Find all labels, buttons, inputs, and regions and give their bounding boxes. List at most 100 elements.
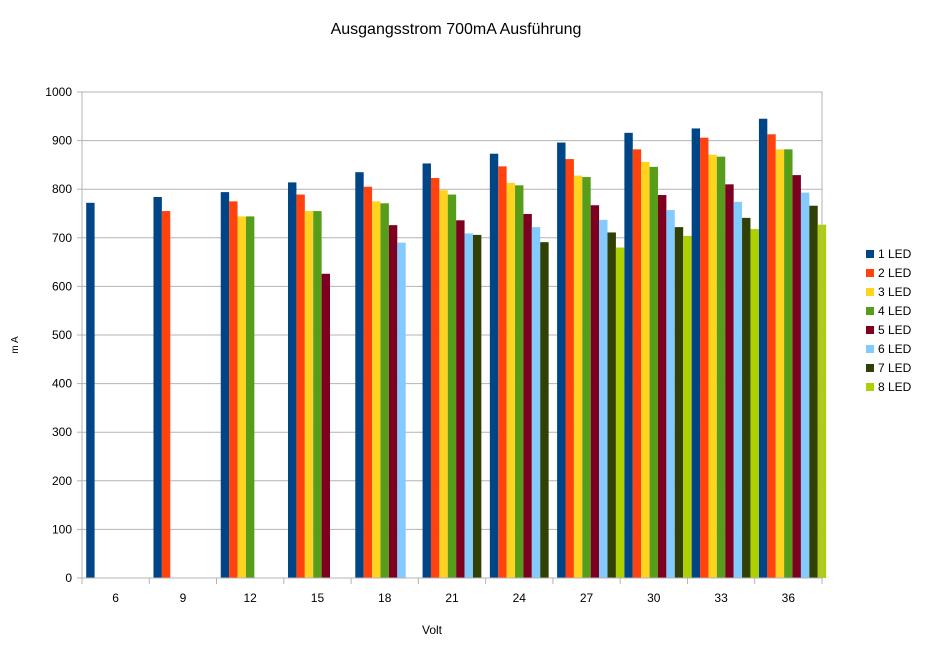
bar [86,202,95,579]
y-tick-label: 1000 [45,85,72,99]
bar [708,154,717,578]
bar [161,211,171,578]
bar [456,220,465,578]
y-tick-label: 300 [52,425,72,439]
bar [792,175,801,578]
bar [489,153,499,579]
legend-swatch [866,364,874,372]
bar [304,211,314,578]
x-tick-labels: 6 9 12 15 18 21 24 27 30 33 36 [112,591,795,605]
bar [245,216,255,578]
bar [683,235,692,578]
bar [506,182,516,578]
bar [809,205,818,578]
bar [355,172,364,578]
bar [632,149,642,578]
bar [565,159,574,578]
bar [649,166,658,578]
bar [758,118,768,578]
bar [607,232,616,579]
bar [313,211,322,578]
bar [657,195,667,579]
bar [363,186,373,578]
y-tick-label: 0 [65,571,72,585]
bar [641,161,650,578]
x-axis-label: Volt [422,623,443,637]
y-tick-label: 600 [52,279,72,293]
bar [750,229,759,578]
bar [237,216,246,578]
legend-swatch [866,326,874,334]
bar [540,242,549,578]
legend-swatch [866,345,874,353]
legend-label: 7 LED [878,361,912,375]
legend-swatch [866,307,874,315]
bar [447,194,457,578]
legend-swatch [866,383,874,391]
bar [674,227,684,578]
bar [742,217,751,578]
plot-frame [81,91,823,579]
bar [615,247,625,578]
legend: 1 LED 2 LED 3 LED 4 LED 5 LED 6 LED 7 LED 8 LED [866,247,912,394]
x-tick-label: 33 [714,591,728,605]
bar [557,142,566,578]
bar [397,242,406,578]
x-tick-label: 21 [445,591,459,605]
legend-label: 3 LED [878,285,912,299]
legend-label: 1 LED [878,247,912,261]
x-tick-label: 15 [311,591,325,605]
x-tick-label: 18 [378,591,392,605]
bar [700,137,709,578]
x-tick-label: 36 [782,591,796,605]
y-axis-label: m A [10,336,21,354]
bar [624,132,633,578]
bar [472,234,482,578]
x-tick-label: 27 [580,591,594,605]
bar [380,203,389,578]
legend-label: 6 LED [878,342,912,356]
y-tick-label: 500 [52,328,72,342]
y-tick-label: 200 [52,474,72,488]
x-tick-label: 30 [647,591,661,605]
x-tick-label: 6 [112,591,119,605]
bar [515,185,524,578]
y-tick-label: 400 [52,377,72,391]
bar [691,128,701,578]
legend-label: 8 LED [878,380,912,394]
bar [464,233,473,578]
bar [523,213,532,578]
bar [531,227,541,578]
bar [733,201,743,578]
bars [86,118,827,579]
bar [590,205,600,578]
x-tick-label: 12 [244,591,258,605]
bar [498,166,507,578]
bar [288,182,297,578]
y-tick-label: 100 [52,522,72,536]
bar [422,163,431,578]
axes [81,91,823,584]
chart-title: Ausgangsstrom 700mA Ausführung [331,21,582,38]
bar [725,184,734,578]
bar [784,149,793,578]
legend-swatch [866,269,874,277]
y-tick-label: 700 [52,231,72,245]
bar [220,192,230,578]
legend-label: 2 LED [878,266,912,280]
y-tick-label: 900 [52,134,72,148]
bar [767,134,776,579]
bar [775,149,785,578]
bar [388,225,398,578]
bar [800,192,810,579]
bar [372,201,381,578]
bar [229,201,238,578]
bar [430,178,440,578]
legend-swatch [866,288,874,296]
bar [321,273,331,578]
bar [582,177,591,579]
bar [716,156,726,578]
x-tick-label: 9 [180,591,187,605]
bar [153,196,162,578]
